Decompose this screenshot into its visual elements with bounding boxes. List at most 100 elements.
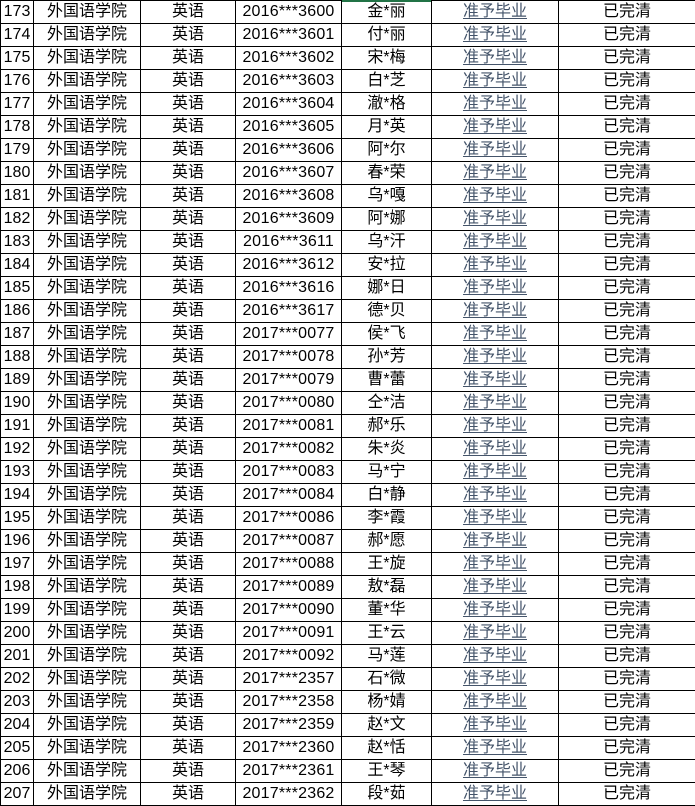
cell-fee-status[interactable]: 已完清 [558, 575, 695, 599]
cell-student-id[interactable]: 2017***0078 [235, 345, 342, 369]
cell-college[interactable]: 外国语学院 [33, 552, 141, 576]
cell-student-id[interactable]: 2016***3604 [235, 92, 342, 116]
cell-name[interactable]: 白*静 [341, 483, 432, 507]
cell-major[interactable]: 英语 [140, 736, 236, 760]
cell-fee-status[interactable]: 已完清 [558, 552, 695, 576]
cell-graduation-status[interactable]: 准予毕业 [431, 253, 559, 277]
cell-major[interactable]: 英语 [140, 621, 236, 645]
cell-no[interactable]: 174 [0, 23, 34, 47]
cell-college[interactable]: 外国语学院 [33, 782, 141, 806]
cell-major[interactable]: 英语 [140, 138, 236, 162]
cell-college[interactable]: 外国语学院 [33, 23, 141, 47]
cell-graduation-status[interactable]: 准予毕业 [431, 575, 559, 599]
cell-major[interactable]: 英语 [140, 69, 236, 93]
cell-name[interactable]: 董*华 [341, 598, 432, 622]
cell-college[interactable]: 外国语学院 [33, 69, 141, 93]
cell-no[interactable]: 180 [0, 161, 34, 185]
cell-fee-status[interactable]: 已完清 [558, 667, 695, 691]
cell-major[interactable]: 英语 [140, 437, 236, 461]
cell-no[interactable]: 205 [0, 736, 34, 760]
cell-graduation-status[interactable]: 准予毕业 [431, 437, 559, 461]
cell-no[interactable]: 203 [0, 690, 34, 714]
cell-name[interactable]: 朱*炎 [341, 437, 432, 461]
cell-graduation-status[interactable]: 准予毕业 [431, 92, 559, 116]
cell-no[interactable]: 183 [0, 230, 34, 254]
cell-no[interactable]: 175 [0, 46, 34, 70]
cell-college[interactable]: 外国语学院 [33, 437, 141, 461]
cell-student-id[interactable]: 2016***3611 [235, 230, 342, 254]
cell-fee-status[interactable]: 已完清 [558, 529, 695, 553]
cell-fee-status[interactable]: 已完清 [558, 713, 695, 737]
cell-graduation-status[interactable]: 准予毕业 [431, 69, 559, 93]
cell-college[interactable]: 外国语学院 [33, 345, 141, 369]
cell-no[interactable]: 198 [0, 575, 34, 599]
cell-major[interactable]: 英语 [140, 598, 236, 622]
cell-no[interactable]: 177 [0, 92, 34, 116]
cell-major[interactable]: 英语 [140, 460, 236, 484]
cell-student-id[interactable]: 2016***3609 [235, 207, 342, 231]
cell-major[interactable]: 英语 [140, 391, 236, 415]
cell-no[interactable]: 189 [0, 368, 34, 392]
cell-name[interactable]: 仝*洁 [341, 391, 432, 415]
cell-major[interactable]: 英语 [140, 299, 236, 323]
cell-college[interactable]: 外国语学院 [33, 368, 141, 392]
cell-graduation-status[interactable]: 准予毕业 [431, 460, 559, 484]
cell-graduation-status[interactable]: 准予毕业 [431, 598, 559, 622]
cell-student-id[interactable]: 2017***0081 [235, 414, 342, 438]
cell-graduation-status[interactable]: 准予毕业 [431, 552, 559, 576]
cell-college[interactable]: 外国语学院 [33, 115, 141, 139]
cell-name[interactable]: 杨*婧 [341, 690, 432, 714]
cell-no[interactable]: 191 [0, 414, 34, 438]
cell-no[interactable]: 206 [0, 759, 34, 783]
cell-college[interactable]: 外国语学院 [33, 391, 141, 415]
cell-college[interactable]: 外国语学院 [33, 46, 141, 70]
cell-fee-status[interactable]: 已完清 [558, 391, 695, 415]
cell-no[interactable]: 204 [0, 713, 34, 737]
cell-name[interactable]: 王*琴 [341, 759, 432, 783]
cell-graduation-status[interactable]: 准予毕业 [431, 667, 559, 691]
cell-graduation-status[interactable]: 准予毕业 [431, 759, 559, 783]
cell-major[interactable]: 英语 [140, 667, 236, 691]
cell-college[interactable]: 外国语学院 [33, 184, 141, 208]
cell-college[interactable]: 外国语学院 [33, 575, 141, 599]
cell-graduation-status[interactable]: 准予毕业 [431, 184, 559, 208]
cell-fee-status[interactable]: 已完清 [558, 230, 695, 254]
cell-student-id[interactable]: 2017***0089 [235, 575, 342, 599]
cell-name[interactable]: 德*贝 [341, 299, 432, 323]
cell-student-id[interactable]: 2017***0082 [235, 437, 342, 461]
cell-student-id[interactable]: 2017***0079 [235, 368, 342, 392]
cell-college[interactable]: 外国语学院 [33, 92, 141, 116]
cell-graduation-status[interactable]: 准予毕业 [431, 529, 559, 553]
cell-graduation-status[interactable]: 准予毕业 [431, 483, 559, 507]
cell-major[interactable]: 英语 [140, 0, 236, 24]
cell-college[interactable]: 外国语学院 [33, 621, 141, 645]
cell-no[interactable]: 188 [0, 345, 34, 369]
cell-major[interactable]: 英语 [140, 46, 236, 70]
cell-fee-status[interactable]: 已完清 [558, 322, 695, 346]
cell-no[interactable]: 201 [0, 644, 34, 668]
cell-name[interactable]: 宋*梅 [341, 46, 432, 70]
cell-graduation-status[interactable]: 准予毕业 [431, 46, 559, 70]
cell-major[interactable]: 英语 [140, 414, 236, 438]
cell-student-id[interactable]: 2017***0077 [235, 322, 342, 346]
cell-student-id[interactable]: 2016***3616 [235, 276, 342, 300]
cell-college[interactable]: 外国语学院 [33, 322, 141, 346]
cell-name[interactable]: 石*微 [341, 667, 432, 691]
cell-no[interactable]: 185 [0, 276, 34, 300]
cell-name[interactable]: 乌*嘎 [341, 184, 432, 208]
cell-no[interactable]: 182 [0, 207, 34, 231]
cell-no[interactable]: 178 [0, 115, 34, 139]
cell-name[interactable]: 赵*文 [341, 713, 432, 737]
cell-name[interactable]: 郝*乐 [341, 414, 432, 438]
cell-college[interactable]: 外国语学院 [33, 299, 141, 323]
cell-name[interactable]: 月*英 [341, 115, 432, 139]
cell-student-id[interactable]: 2017***2357 [235, 667, 342, 691]
cell-graduation-status[interactable]: 准予毕业 [431, 345, 559, 369]
cell-college[interactable]: 外国语学院 [33, 713, 141, 737]
cell-fee-status[interactable]: 已完清 [558, 253, 695, 277]
cell-student-id[interactable]: 2017***0083 [235, 460, 342, 484]
cell-student-id[interactable]: 2017***2361 [235, 759, 342, 783]
cell-graduation-status[interactable]: 准予毕业 [431, 736, 559, 760]
cell-student-id[interactable]: 2016***3602 [235, 46, 342, 70]
cell-major[interactable]: 英语 [140, 184, 236, 208]
